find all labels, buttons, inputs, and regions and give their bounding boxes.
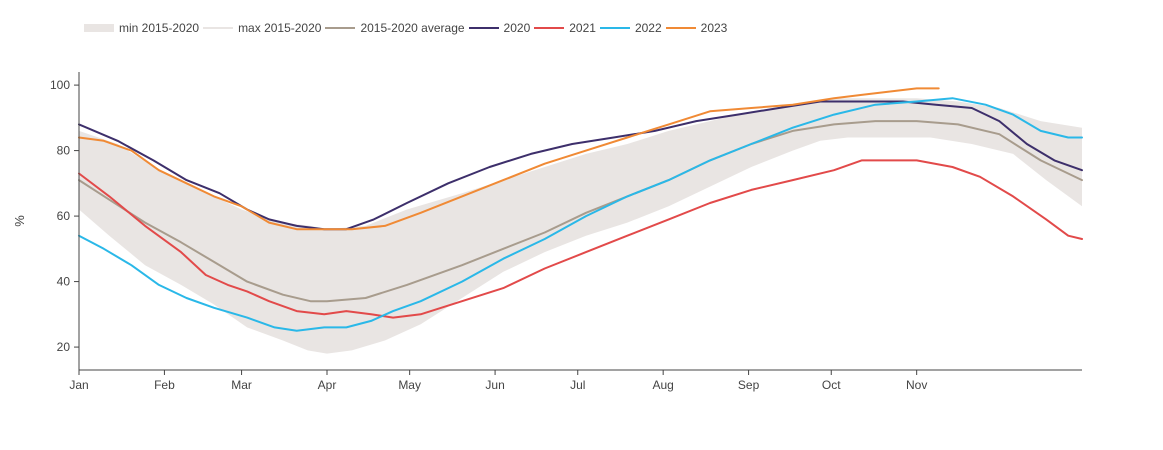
x-tick-label: Jan [69,378,88,392]
min-max-band [79,98,1082,354]
legend-item-average[interactable]: 2015-2020 average [325,21,465,35]
x-tick-label: Oct [822,378,841,392]
x-tick-label: Feb [154,378,175,392]
legend-item-2023[interactable]: 2023 [665,21,728,35]
legend-item-2021[interactable]: 2021 [534,21,596,35]
legend-swatch-2023 [665,27,696,29]
chart-legend: min 2015-2020 max 2015-2020 2015-2020 av… [84,18,731,38]
y-tick-label: 60 [57,209,71,223]
x-tick-label: Jun [485,378,504,392]
legend-label-band-max: max 2015-2020 [238,21,322,35]
legend-item-2022[interactable]: 2022 [599,21,662,35]
legend-label-band-min: min 2015-2020 [119,21,200,35]
y-tick-label: 20 [57,340,71,354]
y-tick-label: 100 [50,78,70,92]
legend-item-band-max[interactable]: max 2015-2020 [203,21,321,35]
series-line-2022 [78,97,1083,332]
x-tick-label: Apr [318,378,337,392]
x-tick-label: Aug [652,378,673,392]
legend-swatch-band-min [84,24,114,32]
series-line-2023 [78,87,940,231]
legend-label-2021: 2021 [569,21,596,35]
legend-swatch-average [325,27,356,29]
x-tick-label: May [398,378,421,392]
x-tick-label: Jul [570,378,585,392]
legend-swatch-2022 [599,27,630,29]
legend-item-band-min[interactable]: min 2015-2020 [84,21,199,35]
series-line-2015-2020-average [78,120,1083,303]
y-tick-label: 40 [57,275,71,289]
x-tick-label: Nov [906,378,927,392]
legend-item-2020[interactable]: 2020 [468,21,531,35]
legend-label-2022: 2022 [634,21,662,35]
series-line-2021 [78,159,1083,319]
legend-swatch-2021 [534,27,565,29]
legend-label-average: 2015-2020 average [360,21,465,35]
legend-swatch-band-max [203,27,234,29]
legend-swatch-2020 [468,27,499,29]
y-tick-label: 80 [57,144,71,158]
x-tick-label: Mar [231,378,252,392]
y-axis-title: % [12,215,27,227]
legend-label-2023: 2023 [700,21,728,35]
x-tick-label: Sep [738,378,760,392]
legend-label-2020: 2020 [503,21,531,35]
